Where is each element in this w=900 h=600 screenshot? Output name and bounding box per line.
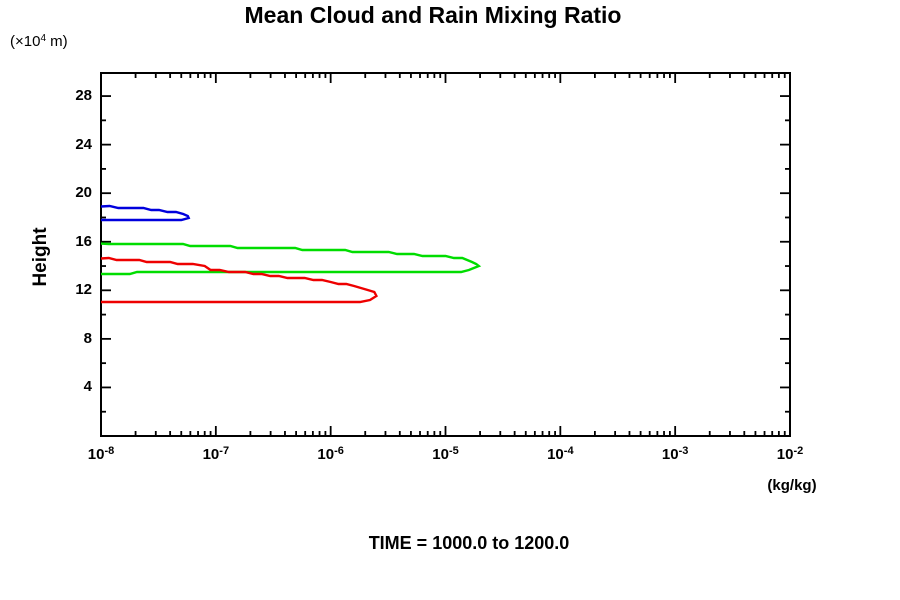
y-tick-label-8: 8 [83,329,92,347]
y-axis-unit-suffix: m) [46,33,68,50]
plot-frame [100,72,791,437]
x-tick-base: 10 [547,446,564,463]
series-green-curve [100,242,482,276]
chart-title: Mean Cloud and Rain Mixing Ratio [244,2,622,28]
x-tick-exponent: -8 [104,445,115,457]
x-tick-label-10e-6: 10-6 [296,445,366,463]
x-tick-exponent: -2 [793,445,804,457]
series-red-curve [100,256,378,304]
x-tick-base: 10 [317,446,335,463]
x-tick-base: 10 [432,446,449,463]
y-tick-label-12: 12 [75,281,92,299]
y-tick-label-24: 24 [75,135,92,153]
y-axis-ticks [101,95,790,413]
x-tick-label-10e-3: 10-3 [640,445,710,463]
x-tick-label-10e-2: 10-2 [755,445,825,463]
x-tick-exponent: -3 [678,445,689,457]
x-tick-base: 10 [661,446,679,463]
y-tick-label-16: 16 [75,232,92,250]
x-tick-label-10e-4: 10-4 [525,445,595,463]
series-blue-curve [100,204,191,222]
x-tick-label-10e-7: 10-7 [181,445,251,463]
y-axis-unit: (×104 m) [10,33,68,50]
y-axis-unit-prefix: (×10 [10,33,41,50]
y-tick-label-20: 20 [75,184,92,202]
y-tick-label-28: 28 [75,87,92,105]
x-tick-exponent: -4 [563,445,574,457]
x-axis-ticks [100,73,791,436]
time-caption: TIME = 1000.0 to 1200.0 [368,533,570,553]
x-tick-label-10e-5: 10-5 [411,445,481,463]
x-tick-base: 10 [776,446,794,463]
x-tick-base: 10 [202,446,220,463]
x-axis-unit: (kg/kg) [767,477,817,494]
x-tick-exponent: -6 [334,445,344,457]
y-axis-unit-exponent: 4 [40,33,47,44]
y-tick-label-4: 4 [83,378,92,396]
x-tick-base: 10 [87,446,105,463]
x-tick-label-10e-8: 10-8 [66,445,136,463]
x-tick-exponent: -7 [219,445,230,457]
x-tick-exponent: -5 [448,445,459,457]
